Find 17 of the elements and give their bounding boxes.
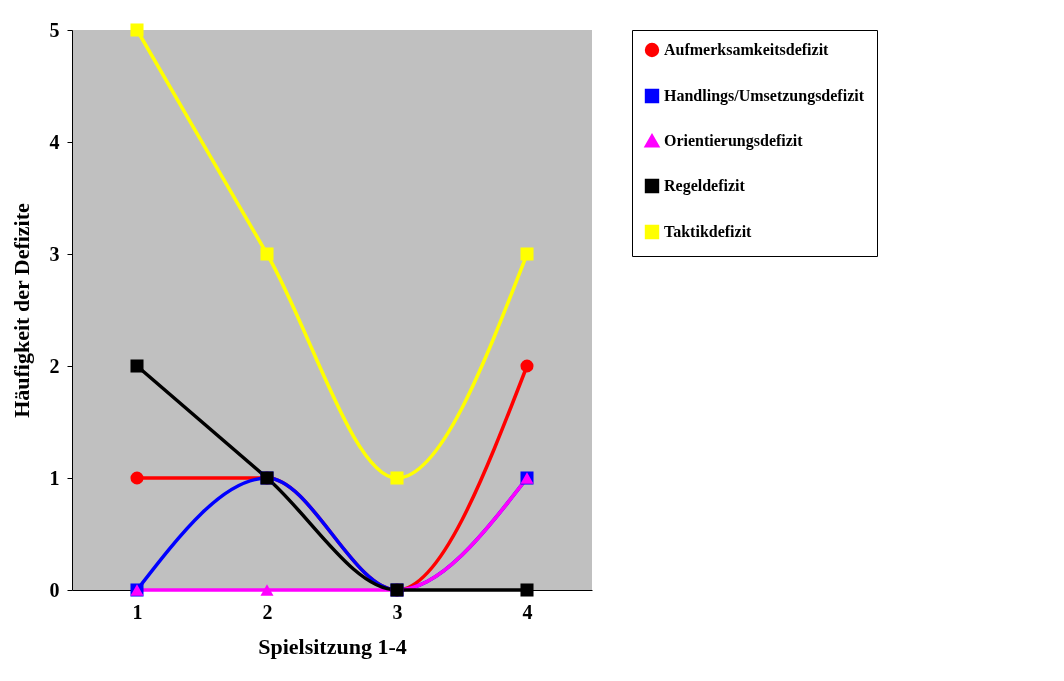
legend-label: Taktikdefizit — [664, 223, 753, 240]
y-tick-label: 0 — [49, 578, 60, 601]
legend-label: Regeldefizit — [664, 177, 746, 195]
y-tick-label: 3 — [49, 242, 60, 265]
legend-label: Aufmerksamkeitsdefizit — [664, 41, 830, 58]
y-tick-label: 1 — [49, 466, 60, 489]
y-tick-label: 2 — [49, 354, 60, 377]
x-tick-label: 4 — [522, 600, 533, 623]
legend-label: Orientierungsdefizit — [664, 132, 804, 150]
x-tick-label: 2 — [262, 600, 273, 623]
legend-label: Handlings/Umsetzungsdefizit — [664, 87, 865, 105]
y-tick-label: 5 — [49, 18, 60, 41]
y-axis-title: Häufigkeit der Defizite — [8, 202, 34, 418]
y-tick-label: 4 — [49, 130, 60, 153]
x-axis-title: Spielsitzung 1-4 — [258, 633, 407, 659]
x-tick-label: 1 — [132, 600, 143, 623]
x-tick-label: 3 — [392, 600, 403, 623]
